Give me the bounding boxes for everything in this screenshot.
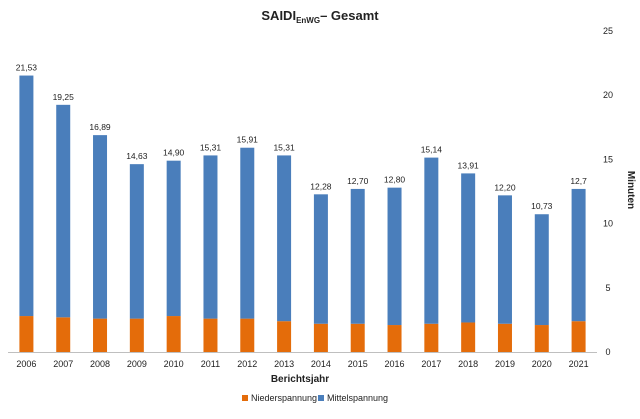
x-tick-label-2014: 2014 bbox=[311, 359, 331, 369]
y-tick-labels: 0 5 10 15 20 25 bbox=[603, 26, 613, 357]
y-axis-title: Minuten bbox=[625, 171, 636, 209]
x-tick-label-2021: 2021 bbox=[569, 359, 589, 369]
bar-mittelspannung-2007 bbox=[56, 104, 71, 318]
legend: Niederspannung Mittelspannung bbox=[242, 393, 388, 403]
value-labels-layer: 21,53 19,25 16,89 14,63 14,90 15,31 15,91 15,31… bbox=[16, 63, 587, 212]
value-label-2017: 15,14 bbox=[421, 145, 443, 155]
value-label-2006: 21,53 bbox=[16, 63, 38, 73]
bar-niederspannung-2006 bbox=[19, 316, 34, 352]
bar-mittelspannung-2020 bbox=[534, 214, 549, 326]
y-tick-label-20: 20 bbox=[603, 90, 613, 100]
value-label-2012: 15,91 bbox=[237, 135, 259, 145]
x-tick-label-2007: 2007 bbox=[53, 359, 73, 369]
bar-niederspannung-2019 bbox=[497, 323, 512, 352]
value-label-2009: 14,63 bbox=[126, 151, 148, 161]
y-tick-label-0: 0 bbox=[605, 347, 610, 357]
bar-niederspannung-2020 bbox=[534, 325, 549, 352]
y-tick-label-15: 15 bbox=[603, 154, 613, 164]
x-tick-label-2017: 2017 bbox=[421, 359, 441, 369]
value-label-2010: 14,90 bbox=[163, 148, 185, 158]
bar-niederspannung-2011 bbox=[203, 318, 218, 352]
x-tick-label-2020: 2020 bbox=[532, 359, 552, 369]
x-axis-title: Berichtsjahr bbox=[271, 374, 329, 385]
bar-mittelspannung-2010 bbox=[166, 160, 181, 317]
bar-niederspannung-2008 bbox=[93, 318, 108, 352]
bar-mittelspannung-2008 bbox=[93, 135, 108, 319]
x-tick-label-2015: 2015 bbox=[348, 359, 368, 369]
bar-niederspannung-2015 bbox=[350, 323, 365, 352]
x-tick-label-2009: 2009 bbox=[127, 359, 147, 369]
x-tick-label-2019: 2019 bbox=[495, 359, 515, 369]
value-label-2016: 12,80 bbox=[384, 175, 406, 185]
chart-title: SAIDIEnWG– Gesamt bbox=[261, 8, 379, 25]
bar-mittelspannung-2012 bbox=[240, 147, 255, 319]
bar-niederspannung-2009 bbox=[129, 318, 144, 352]
value-label-2015: 12,70 bbox=[347, 176, 369, 186]
bar-niederspannung-2017 bbox=[424, 323, 439, 352]
value-label-2008: 16,89 bbox=[89, 122, 111, 132]
bar-mittelspannung-2009 bbox=[129, 164, 144, 319]
bar-mittelspannung-2016 bbox=[387, 187, 402, 326]
bar-niederspannung-2010 bbox=[166, 316, 181, 352]
legend-swatch-niederspannung bbox=[242, 395, 248, 401]
x-tick-label-2011: 2011 bbox=[201, 359, 220, 369]
value-label-2007: 19,25 bbox=[53, 92, 75, 102]
x-tick-label-2018: 2018 bbox=[458, 359, 478, 369]
x-tick-label-2010: 2010 bbox=[164, 359, 184, 369]
legend-label-niederspannung: Niederspannung bbox=[251, 393, 317, 403]
bar-niederspannung-2014 bbox=[313, 323, 328, 352]
x-tick-labels: 2006 2007 2008 2009 2010 2011 2012 2013 2014 2015… bbox=[16, 359, 588, 369]
value-label-2011: 15,31 bbox=[200, 142, 222, 152]
bar-niederspannung-2018 bbox=[461, 322, 476, 352]
value-label-2019: 12,20 bbox=[494, 182, 516, 192]
bar-mittelspannung-2018 bbox=[461, 173, 476, 323]
x-tick-label-2012: 2012 bbox=[237, 359, 257, 369]
value-label-2021: 12,7 bbox=[570, 176, 587, 186]
y-tick-label-10: 10 bbox=[603, 219, 613, 229]
bar-niederspannung-2007 bbox=[56, 317, 71, 352]
x-tick-label-2008: 2008 bbox=[90, 359, 110, 369]
bar-mittelspannung-2006 bbox=[19, 75, 34, 317]
x-tick-label-2016: 2016 bbox=[385, 359, 405, 369]
bar-mittelspannung-2019 bbox=[497, 195, 512, 324]
y-tick-label-25: 25 bbox=[603, 26, 613, 36]
bar-niederspannung-2013 bbox=[277, 321, 292, 352]
value-label-2013: 15,31 bbox=[273, 142, 295, 152]
y-tick-label-5: 5 bbox=[605, 283, 610, 293]
bars-layer bbox=[19, 75, 586, 352]
bar-niederspannung-2021 bbox=[571, 321, 586, 352]
legend-label-mittelspannung: Mittelspannung bbox=[327, 393, 388, 403]
value-label-2018: 13,91 bbox=[458, 160, 480, 170]
bar-niederspannung-2016 bbox=[387, 325, 402, 352]
bar-mittelspannung-2015 bbox=[350, 188, 365, 324]
bar-mittelspannung-2014 bbox=[313, 194, 328, 324]
bar-mittelspannung-2011 bbox=[203, 155, 218, 319]
legend-swatch-mittelspannung bbox=[318, 395, 324, 401]
bar-mittelspannung-2013 bbox=[277, 155, 292, 322]
x-tick-label-2013: 2013 bbox=[274, 359, 294, 369]
bar-mittelspannung-2017 bbox=[424, 157, 439, 324]
x-tick-label-2006: 2006 bbox=[16, 359, 36, 369]
bar-niederspannung-2012 bbox=[240, 318, 255, 352]
value-label-2020: 10,73 bbox=[531, 201, 553, 211]
value-label-2014: 12,28 bbox=[310, 181, 332, 191]
bar-mittelspannung-2021 bbox=[571, 188, 586, 322]
